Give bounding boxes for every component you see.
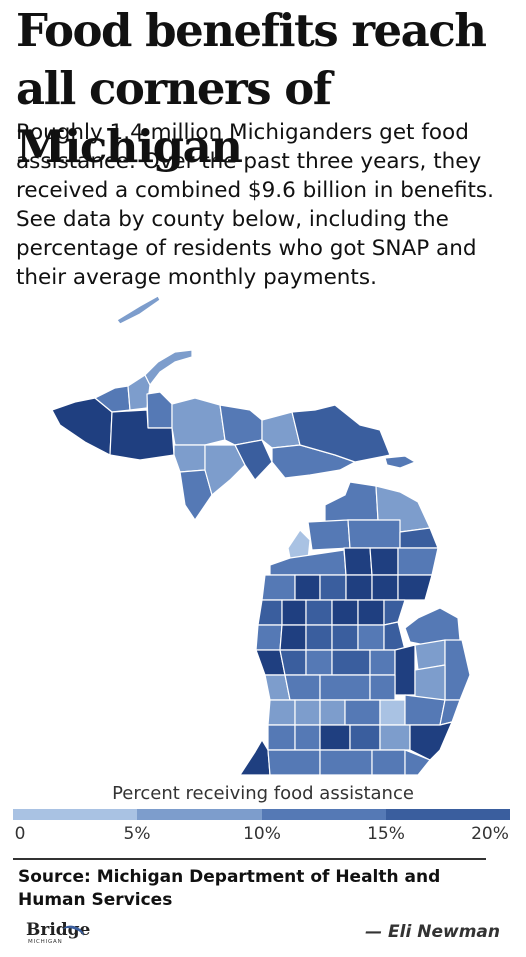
tick-label-5: 5% [123, 824, 151, 844]
county-tuscola[interactable] [369, 649, 396, 676]
headline: Food benefits reach all corners of Michi… [16, 4, 487, 173]
county-huron[interactable] [404, 607, 461, 646]
county-oscoda[interactable] [369, 547, 399, 576]
county-isabella[interactable] [331, 624, 359, 651]
county-drummond-island[interactable] [384, 455, 416, 469]
county-mecosta[interactable] [305, 624, 333, 651]
county-iosco[interactable] [397, 574, 433, 601]
county-livingston[interactable] [379, 699, 406, 726]
county-st-clair[interactable] [444, 639, 471, 701]
county-oceana[interactable] [255, 624, 283, 651]
county-gogebic[interactable] [51, 397, 113, 456]
county-chippewa[interactable] [291, 404, 391, 463]
county-roscommon[interactable] [345, 574, 373, 601]
scale-step-10-15 [261, 809, 386, 820]
county-baraga[interactable] [146, 391, 173, 429]
county-iron[interactable] [109, 409, 175, 461]
county-keweenaw[interactable] [144, 349, 193, 386]
county-houghton[interactable] [127, 374, 151, 411]
county-bay[interactable] [383, 621, 406, 651]
scale-step-5-10 [137, 809, 262, 820]
michigan-county-map[interactable] [0, 290, 526, 780]
county-oakland[interactable] [404, 694, 446, 726]
county-genesee[interactable] [394, 644, 416, 696]
county-barry[interactable] [294, 699, 321, 726]
county-leelanau[interactable] [287, 529, 311, 561]
county-ogemaw[interactable] [371, 574, 399, 601]
county-kalamazoo[interactable] [294, 724, 321, 751]
county-jackson[interactable] [349, 724, 381, 751]
bridge-logo[interactable]: Bridge MICHIGAN [26, 920, 90, 948]
tick-label-20: 20% [471, 824, 509, 844]
county-schoolcraft[interactable] [234, 439, 273, 481]
county-osceola[interactable] [305, 599, 333, 626]
county-monroe[interactable] [404, 749, 431, 776]
county-wexford[interactable] [294, 574, 321, 601]
county-gladwin[interactable] [357, 599, 385, 626]
county-menominee[interactable] [179, 469, 213, 521]
source-note: Source: Michigan Department of Health an… [18, 867, 441, 910]
county-midland[interactable] [357, 624, 385, 651]
county-branch-hillsdale[interactable] [319, 749, 373, 776]
logo-tagline: MICHIGAN [28, 939, 63, 945]
county-saginaw[interactable] [331, 649, 371, 676]
scale-step-15-20 [385, 809, 510, 820]
county-alcona[interactable] [397, 547, 439, 576]
legend-title: Percent receiving food assistance [112, 783, 414, 804]
county-marquette[interactable] [171, 397, 226, 446]
county-clare[interactable] [331, 599, 359, 626]
county-lenawee[interactable] [371, 749, 406, 776]
county-newaygo[interactable] [279, 624, 307, 651]
intro-text: Roughly 1.4 million Michiganders get foo… [16, 120, 494, 290]
county-van-buren[interactable] [267, 724, 296, 751]
county-cass-st-joseph[interactable] [267, 749, 321, 776]
county-emmet-charlevoix[interactable] [324, 481, 379, 523]
county-alger[interactable] [219, 404, 263, 446]
county-dickinson[interactable] [173, 444, 206, 473]
county-berrien[interactable] [239, 739, 271, 776]
county-mason[interactable] [257, 599, 283, 626]
county-antrim[interactable] [307, 519, 351, 551]
county-arenac[interactable] [383, 599, 406, 626]
county-shiawassee[interactable] [369, 674, 396, 701]
county-crawford[interactable] [343, 547, 373, 576]
county-lake[interactable] [281, 599, 307, 626]
county-gratiot[interactable] [305, 649, 333, 676]
tick-label-15: 15% [367, 824, 405, 844]
county-wayne[interactable] [409, 721, 453, 761]
county-keweenaw-isle-royale[interactable] [116, 295, 161, 325]
county-ionia-clinton[interactable] [319, 674, 371, 701]
county-ingham[interactable] [344, 699, 381, 726]
byline: — Eli Newman [365, 922, 500, 942]
tick-label-10: 10% [243, 824, 281, 844]
county-allegan[interactable] [267, 699, 296, 726]
scale-step-0-5 [13, 809, 138, 820]
county-eaton[interactable] [319, 699, 346, 726]
county-lapeer[interactable] [414, 664, 446, 701]
county-calhoun[interactable] [319, 724, 351, 751]
county-manistee[interactable] [261, 574, 296, 601]
logo-wordmark: Bridge [26, 920, 91, 940]
color-scale [13, 809, 510, 820]
tick-label-0: 0 [14, 824, 26, 844]
county-missaukee[interactable] [319, 574, 347, 601]
county-kent[interactable] [284, 674, 321, 701]
county-montcalm[interactable] [279, 649, 307, 676]
county-washtenaw[interactable] [379, 724, 411, 751]
county-otsego-montmorency[interactable] [347, 519, 401, 549]
county-alpena[interactable] [399, 527, 439, 549]
divider [13, 858, 486, 860]
